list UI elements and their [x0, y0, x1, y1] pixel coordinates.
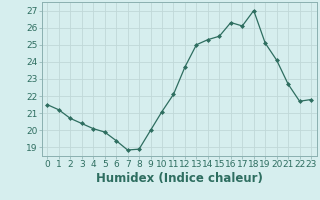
X-axis label: Humidex (Indice chaleur): Humidex (Indice chaleur) [96, 172, 263, 185]
